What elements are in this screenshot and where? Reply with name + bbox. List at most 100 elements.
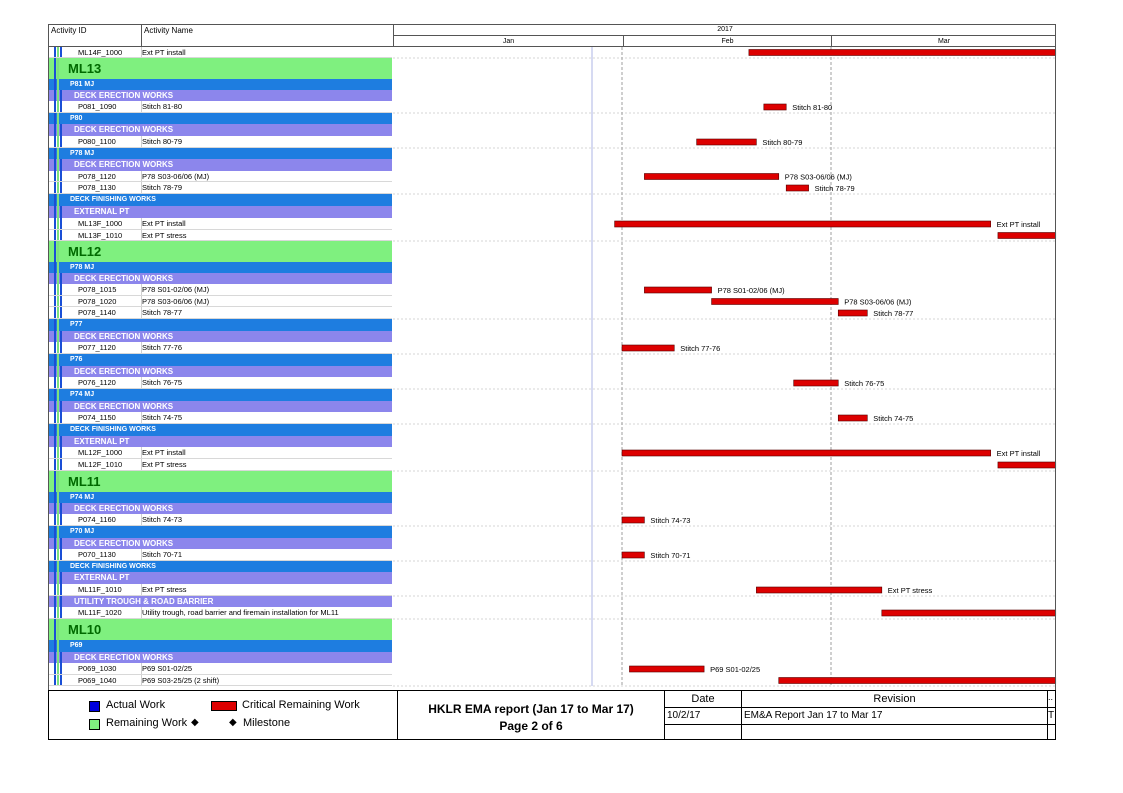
wbs-lane-marker xyxy=(54,389,56,401)
activity-row[interactable]: P081_1090 Stitch 81-80 xyxy=(48,101,392,113)
wbs-group-row[interactable]: P77 xyxy=(48,319,392,331)
activity-row[interactable]: ML14F_1000 Ext PT install xyxy=(48,47,392,58)
wbs-work-row[interactable]: EXTERNAL PT xyxy=(48,572,392,584)
header-month-mar: Mar xyxy=(937,38,951,45)
activity-name: Stitch 81-80 xyxy=(142,102,183,111)
activity-name: Ext PT stress xyxy=(142,231,187,240)
wbs-lane-marker xyxy=(57,366,59,377)
wbs-work-row[interactable]: DECK ERECTION WORKS xyxy=(48,366,392,377)
group-label: P78 MJ xyxy=(70,150,95,157)
activity-row[interactable]: P069_1030 P69 S01-02/25 xyxy=(48,663,392,675)
activity-id: ML13F_1000 xyxy=(78,219,123,228)
wbs-work-row[interactable]: DECK ERECTION WORKS xyxy=(48,124,392,136)
work-label: DECK ERECTION WORKS xyxy=(74,402,174,411)
wbs-work-row[interactable]: EXTERNAL PT xyxy=(48,206,392,218)
wbs-lane-marker xyxy=(57,619,59,640)
wbs-group-row[interactable]: P76 xyxy=(48,354,392,366)
wbs-work-row[interactable]: DECK ERECTION WORKS xyxy=(48,90,392,101)
column-divider xyxy=(141,377,142,388)
wbs-project-row[interactable]: ML13 xyxy=(48,58,392,79)
activity-id: P074_1150 xyxy=(78,413,116,422)
wbs-lane-marker xyxy=(54,342,56,353)
wbs-work-row[interactable]: DECK ERECTION WORKS xyxy=(48,331,392,342)
activity-row[interactable]: P077_1120 Stitch 77-76 xyxy=(48,342,392,354)
header-year: 2017 xyxy=(717,26,733,33)
wbs-project-row[interactable]: ML11 xyxy=(48,471,392,492)
wbs-lane-marker xyxy=(57,561,59,572)
wbs-lane-marker xyxy=(57,503,59,514)
activity-name: Stitch 70-71 xyxy=(142,550,183,559)
activity-row[interactable]: P074_1160 Stitch 74-73 xyxy=(48,514,392,526)
activity-row[interactable]: ML12F_1010 Ext PT stress xyxy=(48,459,392,471)
wbs-work-row[interactable]: DECK ERECTION WORKS xyxy=(48,401,392,412)
activity-row[interactable]: ML13F_1000 Ext PT install xyxy=(48,218,392,230)
wbs-lane-marker xyxy=(54,296,56,306)
activity-row[interactable]: P078_1020 P78 S03-06/06 (MJ) xyxy=(48,296,392,307)
wbs-work-row[interactable]: DECK ERECTION WORKS xyxy=(48,273,392,284)
activity-row[interactable]: P069_1040 P69 S03-25/25 (2 shift) xyxy=(48,675,392,686)
wbs-group-row[interactable]: P74 MJ xyxy=(48,389,392,401)
wbs-lane-marker xyxy=(54,549,56,560)
wbs-lane-marker xyxy=(54,366,56,377)
wbs-lane-marker xyxy=(57,424,59,436)
wbs-lane-marker xyxy=(57,296,59,306)
wbs-work-row[interactable]: DECK ERECTION WORKS xyxy=(48,538,392,549)
column-divider xyxy=(141,459,142,470)
wbs-group-row[interactable]: P74 MJ xyxy=(48,492,392,503)
activity-row[interactable]: P076_1120 Stitch 76-75 xyxy=(48,377,392,389)
activity-row[interactable]: P074_1150 Stitch 74-75 xyxy=(48,412,392,424)
wbs-group-row[interactable]: P80 xyxy=(48,113,392,124)
wbs-work-row[interactable]: DECK ERECTION WORKS xyxy=(48,503,392,514)
wbs-group-row[interactable]: P69 xyxy=(48,640,392,652)
activity-row[interactable]: P070_1130 Stitch 70-71 xyxy=(48,549,392,561)
activity-id: P078_1130 xyxy=(78,183,116,192)
wbs-project-row[interactable]: ML12 xyxy=(48,241,392,262)
activity-row[interactable]: ML13F_1010 Ext PT stress xyxy=(48,230,392,241)
wbs-lane-marker xyxy=(60,377,62,388)
project-label: ML12 xyxy=(68,244,102,259)
wbs-group-row[interactable]: P78 MJ xyxy=(48,262,392,273)
wbs-lane-marker xyxy=(57,47,59,57)
wbs-work-row[interactable]: DECK ERECTION WORKS xyxy=(48,652,392,663)
wbs-group-row[interactable]: DECK FINISHING WORKS xyxy=(48,424,392,436)
activity-id: P069_1030 xyxy=(78,664,117,673)
wbs-lane-marker xyxy=(57,113,59,124)
wbs-work-row[interactable]: EXTERNAL PT xyxy=(48,436,392,447)
column-divider xyxy=(141,47,142,57)
wbs-group-row[interactable]: DECK FINISHING WORKS xyxy=(48,561,392,572)
activity-name: Ext PT install xyxy=(142,48,186,57)
wbs-group-row[interactable]: P78 MJ xyxy=(48,148,392,159)
wbs-project-row[interactable]: ML10 xyxy=(48,619,392,640)
wbs-group-row[interactable]: P81 MJ xyxy=(48,79,392,90)
activity-row[interactable]: ML11F_1010 Ext PT stress xyxy=(48,584,392,596)
wbs-lane-marker xyxy=(54,241,56,262)
wbs-lane-marker xyxy=(57,136,59,147)
wbs-group-row[interactable]: P70 MJ xyxy=(48,526,392,538)
wbs-lane-marker xyxy=(54,619,56,640)
wbs-lane-marker xyxy=(57,584,59,595)
wbs-group-row[interactable]: DECK FINISHING WORKS xyxy=(48,194,392,206)
column-divider xyxy=(141,584,142,595)
header-activity-name[interactable]: Activity Name xyxy=(144,26,193,35)
wbs-work-row[interactable]: UTILITY TROUGH & ROAD BARRIER xyxy=(48,596,392,607)
activity-row[interactable]: P078_1140 Stitch 78-77 xyxy=(48,307,392,319)
activity-row[interactable]: P078_1130 Stitch 78-79 xyxy=(48,182,392,194)
wbs-work-row[interactable]: DECK ERECTION WORKS xyxy=(48,159,392,171)
header-activity-id[interactable]: Activity ID xyxy=(51,26,87,35)
wbs-lane-marker xyxy=(60,412,62,423)
activity-name: Stitch 80-79 xyxy=(142,137,183,146)
activity-row[interactable]: ML12F_1000 Ext PT install xyxy=(48,447,392,459)
wbs-lane-marker xyxy=(57,58,59,79)
column-divider xyxy=(141,412,142,423)
wbs-lane-marker xyxy=(60,159,62,171)
activity-row[interactable]: P078_1120 P78 S03-06/06 (MJ) xyxy=(48,171,392,182)
wbs-lane-marker xyxy=(54,262,56,273)
activity-id: ML12F_1000 xyxy=(78,448,123,457)
activity-row[interactable]: ML11F_1020 Utility trough, road barrier a… xyxy=(48,607,392,619)
activity-row[interactable]: P078_1015 P78 S01-02/06 (MJ) xyxy=(48,284,392,296)
wbs-lane-marker xyxy=(54,471,56,492)
legend-milestone-label: Milestone xyxy=(243,717,291,729)
wbs-lane-marker xyxy=(54,640,56,652)
activity-row[interactable]: P080_1100 Stitch 80-79 xyxy=(48,136,392,148)
legend-critical-label: Critical Remaining Work xyxy=(242,699,360,711)
